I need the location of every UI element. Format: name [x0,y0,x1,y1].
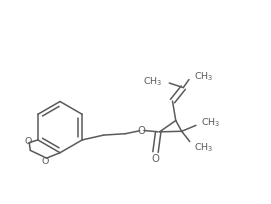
Text: CH$_3$: CH$_3$ [201,116,221,129]
Text: O: O [137,126,146,136]
Text: O: O [25,137,32,146]
Text: CH$_3$: CH$_3$ [194,70,214,83]
Text: CH$_3$: CH$_3$ [143,75,162,87]
Text: CH$_3$: CH$_3$ [194,141,213,153]
Text: O: O [151,153,159,163]
Text: O: O [41,156,49,165]
